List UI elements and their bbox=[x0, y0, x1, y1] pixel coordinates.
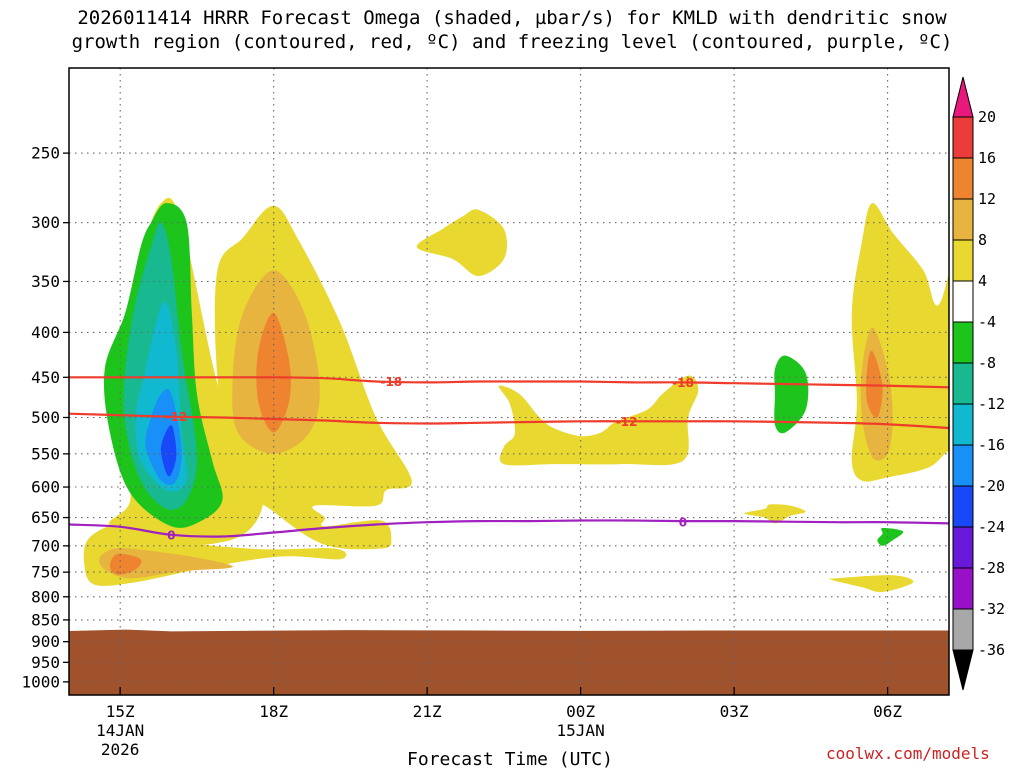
y-tick-label-600: 600 bbox=[31, 478, 60, 497]
colorbar-label-13: -36 bbox=[978, 641, 1005, 659]
colorbar-swatch-4 bbox=[952, 280, 974, 323]
chart-title-line1: 2026011414 HRRR Forecast Omega (shaded, … bbox=[77, 7, 947, 29]
y-tick-label-950: 950 bbox=[31, 653, 60, 672]
omega-shading bbox=[83, 197, 949, 593]
colorbar: 20 16 12 8 4 -4 -8 -12 -16 -20 -24 -28 -32 -36 bbox=[952, 76, 1005, 691]
credit-label: coolwx.com/models bbox=[826, 744, 990, 763]
x-tick-label-30: 06Z bbox=[873, 702, 902, 721]
omega-region-4 bbox=[498, 375, 699, 466]
x-tick-label-21: 21Z bbox=[413, 702, 442, 721]
y-tick-label-650: 650 bbox=[31, 508, 60, 527]
omega-region-11 bbox=[109, 553, 142, 575]
colorbar-swatch-10 bbox=[952, 526, 974, 569]
y-tick-label-1000: 1000 bbox=[21, 672, 60, 691]
colorbar-label-0: 20 bbox=[978, 108, 996, 126]
y-tick-label-350: 350 bbox=[31, 272, 60, 291]
contour-label-2-0: 0 bbox=[167, 528, 175, 542]
omega-region-9 bbox=[256, 312, 291, 433]
contour-line-2 bbox=[69, 519, 949, 538]
colorbar-label-1: 16 bbox=[978, 149, 996, 167]
x-axis-label: Forecast Time (UTC) bbox=[407, 749, 613, 768]
plot-frame bbox=[68, 67, 950, 696]
contour-label-0-0: -18 bbox=[380, 375, 402, 389]
omega-region-19 bbox=[774, 355, 809, 434]
y-axis: 250 300 350 400 450 500 550 600 650 700 750 800 850 9… bbox=[21, 144, 69, 691]
omega-region-6 bbox=[744, 504, 806, 524]
y-tick-label-900: 900 bbox=[31, 632, 60, 651]
colorbar-swatch-12 bbox=[952, 608, 974, 651]
y-tick-label-750: 750 bbox=[31, 563, 60, 582]
y-tick-label-450: 450 bbox=[31, 368, 60, 387]
colorbar-label-8: -16 bbox=[978, 436, 1005, 454]
y-tick-label-250: 250 bbox=[31, 144, 60, 163]
colorbar-swatch-11 bbox=[952, 567, 974, 610]
chart-title-line2: growth region (contoured, red, ºC) and f… bbox=[71, 31, 953, 53]
y-tick-label-300: 300 bbox=[31, 213, 60, 232]
contour-label-1-1: -12 bbox=[616, 415, 638, 429]
colorbar-bottom-arrow bbox=[952, 649, 974, 691]
y-tick-label-850: 850 bbox=[31, 610, 60, 629]
ground-fill bbox=[69, 629, 949, 695]
y-tick-label-400: 400 bbox=[31, 323, 60, 342]
x-tick-label-24: 00Z bbox=[566, 702, 595, 721]
contour-line-1 bbox=[69, 412, 949, 430]
colorbar-label-4: 4 bbox=[978, 272, 987, 290]
colorbar-swatch-1 bbox=[952, 157, 974, 200]
temperature-contours: -18 -18 -12 -12 0 0 bbox=[69, 375, 949, 542]
colorbar-top-arrow bbox=[952, 76, 974, 118]
colorbar-swatch-2 bbox=[952, 198, 974, 241]
contour-line-0 bbox=[69, 376, 949, 389]
omega-region-13 bbox=[866, 350, 883, 418]
omega-region-7 bbox=[828, 575, 914, 593]
colorbar-label-10: -24 bbox=[978, 518, 1005, 536]
colorbar-swatch-6 bbox=[952, 362, 974, 405]
colorbar-label-3: 8 bbox=[978, 231, 987, 249]
colorbar-label-5: -4 bbox=[978, 313, 996, 331]
x-tick-date-24: 15JAN bbox=[557, 721, 605, 740]
contour-label-2-1: 0 bbox=[679, 516, 687, 530]
y-tick-label-500: 500 bbox=[31, 408, 60, 427]
contour-label-1-0: -12 bbox=[166, 410, 188, 424]
x-tick-label-15: 15Z bbox=[106, 702, 135, 721]
colorbar-label-7: -12 bbox=[978, 395, 1005, 413]
colorbar-label-9: -20 bbox=[978, 477, 1005, 495]
grid-lines bbox=[69, 68, 949, 695]
chart-title: 2026011414 HRRR Forecast Omega (shaded, … bbox=[0, 6, 1024, 54]
colorbar-swatch-9 bbox=[952, 485, 974, 528]
x-tick-year-15: 2026 bbox=[101, 740, 140, 759]
colorbar-label-6: -8 bbox=[978, 354, 996, 372]
ground-layer bbox=[69, 629, 949, 695]
colorbar-swatch-3 bbox=[952, 239, 974, 282]
colorbar-swatch-5 bbox=[952, 321, 974, 364]
colorbar-label-2: 12 bbox=[978, 190, 996, 208]
x-tick-label-18: 18Z bbox=[259, 702, 288, 721]
y-tick-label-700: 700 bbox=[31, 536, 60, 555]
omega-region-20 bbox=[877, 527, 904, 546]
colorbar-label-11: -28 bbox=[978, 559, 1005, 577]
colorbar-label-12: -32 bbox=[978, 600, 1005, 618]
omega-region-18 bbox=[160, 424, 177, 477]
x-tick-date-15: 14JAN bbox=[96, 721, 144, 740]
y-tick-label-800: 800 bbox=[31, 587, 60, 606]
colorbar-swatch-0 bbox=[952, 116, 974, 159]
omega-region-3 bbox=[416, 209, 508, 276]
contour-label-0-1: -18 bbox=[672, 376, 694, 390]
colorbar-swatch-7 bbox=[952, 403, 974, 446]
y-tick-label-550: 550 bbox=[31, 444, 60, 463]
colorbar-swatch-8 bbox=[952, 444, 974, 487]
x-tick-label-27: 03Z bbox=[720, 702, 749, 721]
